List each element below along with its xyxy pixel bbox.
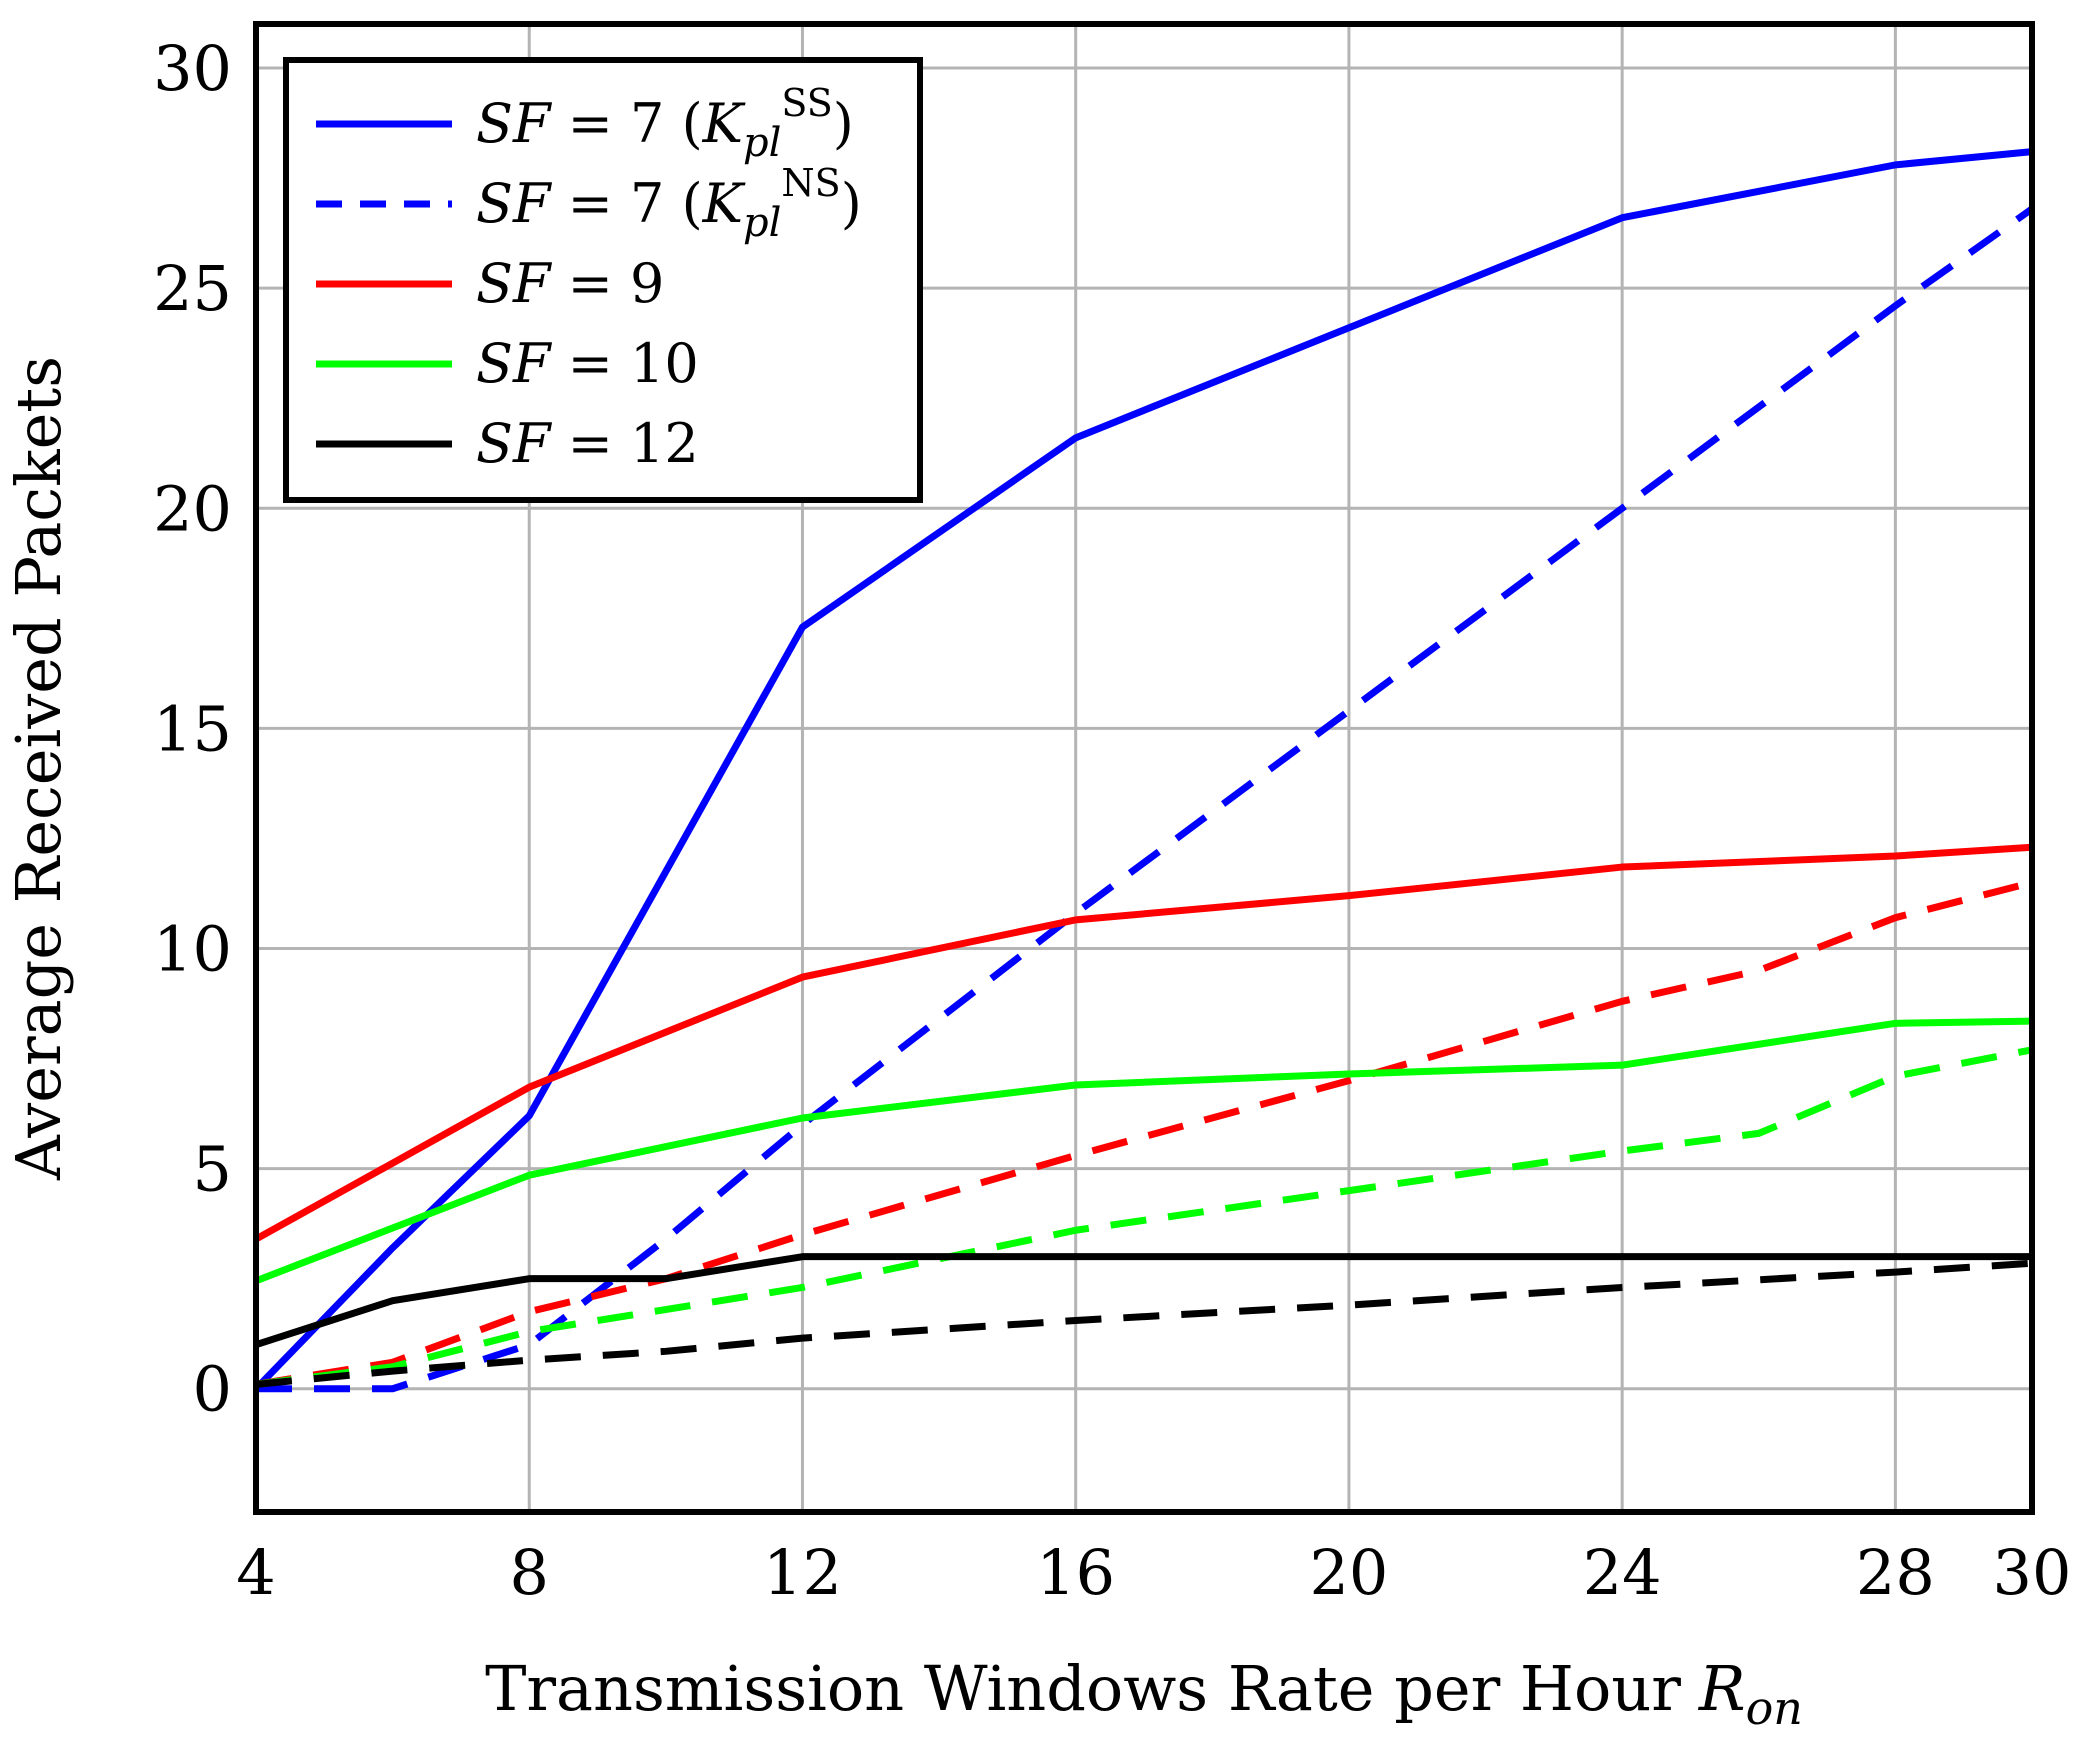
plot-frame (253, 21, 2035, 1515)
legend-label-part: SF (476, 172, 553, 235)
legend-label-2: SF = 9 (476, 252, 664, 315)
y-tick-label: 30 (153, 32, 232, 105)
x-tick-label: 30 (1993, 1536, 2072, 1609)
legend-label-part: 7 (630, 92, 664, 155)
legend-label-4: SF = 10 (476, 332, 699, 395)
series-line-0 (253, 148, 2033, 1392)
y-axis-label: Average Received Packets (2, 356, 75, 1181)
series-line-6 (254, 1253, 2032, 1349)
y-tick-label: 25 (153, 252, 232, 325)
legend-label-1: SF = 7 (KplNS) (476, 161, 862, 246)
legend-label-part: SS (781, 81, 832, 125)
legend-label-part: = (550, 412, 630, 475)
x-tick-label: 8 (510, 1536, 549, 1609)
y-tick-label: 5 (193, 1133, 232, 1206)
series-line-3 (255, 879, 2033, 1388)
y-tick-label: 10 (153, 912, 232, 985)
legend-label-part: K (702, 172, 746, 235)
y-tick-label: 15 (153, 692, 232, 765)
legend: SF = 7 (KplSS)SF = 7 (KplNS)SF = 9SF = 1… (283, 57, 923, 503)
x-axis-label-sub: on (1746, 1681, 1803, 1735)
legend-label-6: SF = 12 (476, 412, 699, 475)
legend-label-part: = (550, 172, 630, 235)
legend-label-0: SF = 7 (KplSS) (476, 81, 854, 166)
legend-label-part: 12 (630, 412, 699, 475)
legend-label-part: 9 (630, 252, 664, 315)
legend-label-part: = (550, 92, 630, 155)
legend-label-part: pl (743, 120, 781, 166)
legend-label-part: SF (476, 92, 553, 155)
y-tick-label: 0 (193, 1353, 232, 1426)
legend-label-part: ) (833, 92, 854, 155)
x-tick-label: 28 (1856, 1536, 1935, 1609)
x-axis-label-text: Transmission Windows Rate per Hour (485, 1652, 1681, 1725)
legend-label-part: SF (476, 412, 553, 475)
x-axis-label: Transmission Windows Rate per Hour Ron (485, 1652, 1803, 1735)
legend-label-part: SF (476, 332, 553, 395)
legend-label-part: SF (476, 252, 553, 315)
legend-label-part: = (550, 332, 630, 395)
legend-label-part: ( (664, 92, 702, 155)
x-tick-label: 4 (236, 1536, 275, 1609)
legend-items: SF = 7 (KplSS)SF = 7 (KplNS)SF = 9SF = 1… (316, 81, 862, 475)
x-tick-label: 16 (1036, 1536, 1115, 1609)
legend-label-part: ) (841, 172, 862, 235)
x-tick-label: 20 (1309, 1536, 1388, 1609)
y-tick-labels: 0 5 10 15 20 25 30 (153, 32, 232, 1426)
legend-box (283, 57, 923, 503)
series-line-5 (255, 1046, 2033, 1388)
series-line-4 (254, 1017, 2033, 1285)
legend-label-part: = (550, 252, 630, 315)
series-layer (253, 148, 2035, 1393)
x-axis-label-var: R (1698, 1652, 1746, 1725)
legend-label-part: pl (743, 200, 781, 246)
legend-label-part: K (702, 92, 746, 155)
x-tick-labels: 4 8 12 16 20 24 28 30 (236, 1536, 2071, 1609)
legend-label-part: ( (664, 172, 702, 235)
x-tick-label: 12 (763, 1536, 842, 1609)
series-line-7 (255, 1259, 2033, 1388)
legend-label-part: 10 (630, 332, 699, 395)
y-tick-label: 20 (153, 472, 232, 545)
legend-label-part: NS (781, 161, 840, 205)
x-tick-label: 24 (1583, 1536, 1662, 1609)
series-line-2 (254, 843, 2033, 1243)
legend-label-part: 7 (630, 172, 664, 235)
